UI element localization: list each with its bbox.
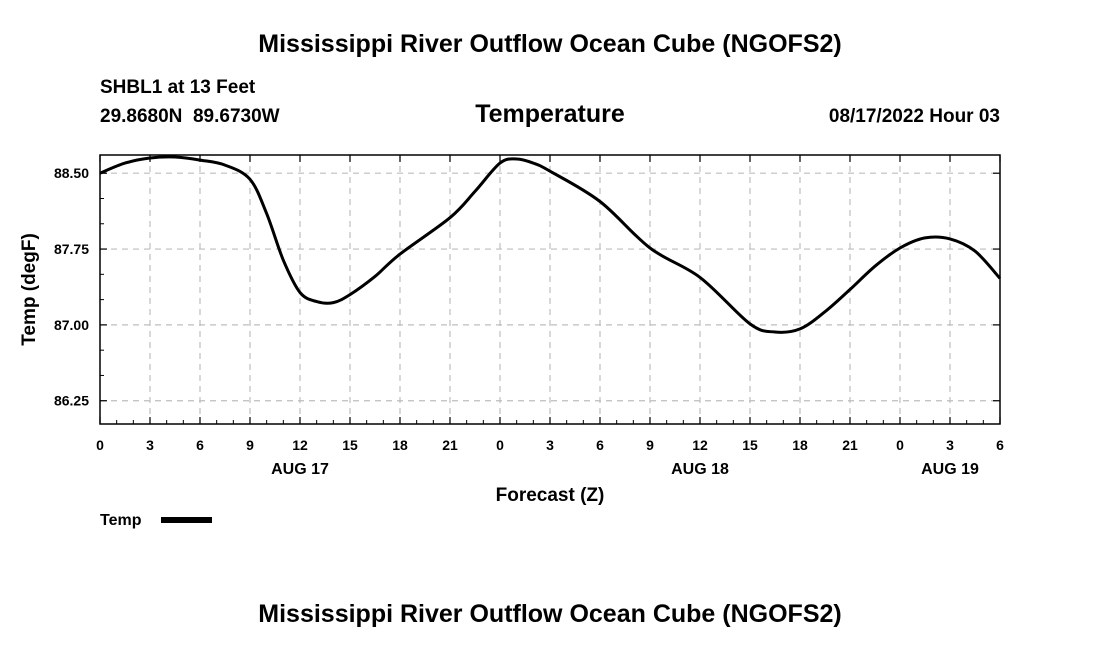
x-tick-label: 0 [896,437,904,453]
x-tick-label: 21 [442,437,458,453]
x-axis-title: Forecast (Z) [496,485,605,506]
x-tick-label: 18 [792,437,808,453]
x-tick-label: 12 [292,437,308,453]
legend-label: Temp [100,512,142,529]
x-tick-label: 6 [596,437,604,453]
y-tick-label: 86.25 [54,393,89,409]
x-tick-label: 21 [842,437,858,453]
x-tick-label: 6 [996,437,1004,453]
x-tick-label: 0 [496,437,504,453]
date-label: AUG 17 [271,461,329,478]
temp-series-line [99,155,1002,334]
x-tick-label: 9 [246,437,254,453]
x-tick-label: 18 [392,437,408,453]
forecast-run-time: 08/17/2022 Hour 03 [828,106,1000,127]
y-tick-label: 87.75 [54,241,89,257]
x-tick-label: 3 [946,437,954,453]
chart-main-title: Mississippi River Outflow Ocean Cube (NG… [258,30,842,58]
x-tick-label: 15 [742,437,758,453]
station-coordinates: 29.8680N 89.6730W [100,106,280,127]
date-label: AUG 18 [671,461,729,478]
footer-title: Mississippi River Outflow Ocean Cube (NG… [258,600,842,628]
y-tick-label: 87.00 [54,317,89,333]
y-axis-title: Temp (degF) [19,233,40,346]
x-tick-label: 9 [646,437,654,453]
x-tick-label: 3 [146,437,154,453]
x-tick-label: 15 [342,437,358,453]
y-tick-label: 88.50 [54,165,89,181]
station-name: SHBL1 at 13 Feet [100,77,256,98]
x-tick-label: 6 [196,437,204,453]
chart-variable-title: Temperature [475,100,625,128]
x-tick-label: 3 [546,437,554,453]
x-tick-label: 0 [96,437,104,453]
date-label: AUG 19 [921,461,979,478]
x-tick-label: 12 [692,437,708,453]
